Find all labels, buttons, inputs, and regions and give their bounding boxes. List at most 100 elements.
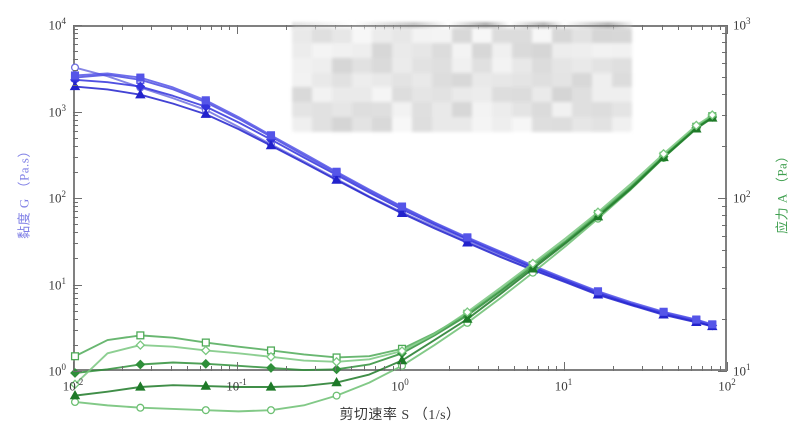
axis-tick xyxy=(73,206,78,208)
legend-mosaic-cell xyxy=(592,102,613,118)
series-stress-5 xyxy=(70,110,718,390)
axis-tick xyxy=(171,25,173,30)
axis-tick xyxy=(211,366,213,371)
axis-tick xyxy=(514,366,516,371)
axis-tick xyxy=(285,366,287,371)
axis-tick xyxy=(722,63,727,65)
axis-tick xyxy=(719,25,721,30)
legend-mosaic-cell xyxy=(532,117,553,132)
legend-mosaic-cell xyxy=(552,42,573,59)
axis-tick xyxy=(478,366,479,371)
axis-tick xyxy=(73,25,82,27)
axis-tick xyxy=(727,362,729,371)
data-point-open-square xyxy=(201,338,210,347)
legend-mosaic-cell xyxy=(552,117,573,132)
axis-tick xyxy=(661,366,663,371)
axis-tick xyxy=(384,366,386,371)
axis-tick xyxy=(73,44,78,46)
axis-tick xyxy=(722,93,727,95)
axis-tick xyxy=(718,371,727,373)
axis-tick xyxy=(73,211,78,213)
axis-tick xyxy=(211,25,213,30)
data-point-filled-triangle xyxy=(396,207,408,218)
axis-tick xyxy=(722,288,727,290)
legend-mosaic-cell xyxy=(592,87,613,103)
y-left-tick-label: 102 xyxy=(48,189,67,206)
data-point-filled-triangle xyxy=(462,237,473,247)
axis-tick xyxy=(229,366,231,371)
legend-mosaic-cell xyxy=(432,28,453,44)
axis-tick xyxy=(200,366,202,371)
data-point-filled-square xyxy=(201,96,210,105)
y-left-tick-label: 103 xyxy=(48,102,67,119)
legend-mosaic-cell xyxy=(612,117,632,132)
data-point-filled-diamond xyxy=(135,359,146,370)
data-point-filled-square xyxy=(70,71,80,80)
legend-mosaic-cell xyxy=(492,102,513,118)
data-point-open-diamond xyxy=(397,346,407,356)
axis-tick xyxy=(73,318,78,320)
y-left-tick-label: 100 xyxy=(48,362,67,379)
axis-tick xyxy=(73,115,78,117)
legend-mosaic-cell xyxy=(332,72,353,89)
legend-mosaic-cell xyxy=(392,102,413,118)
axis-tick xyxy=(73,371,82,373)
legend-mosaic-cell xyxy=(412,72,433,89)
axis-tick xyxy=(722,145,727,147)
series-canvas xyxy=(69,63,718,415)
legend-mosaic-cell xyxy=(352,117,373,132)
axis-tick xyxy=(612,366,614,371)
axis-tick xyxy=(73,329,78,331)
axis-tick xyxy=(400,362,402,371)
legend-mosaic-cell xyxy=(352,102,373,118)
legend-mosaic-cell xyxy=(332,117,353,132)
legend-mosaic-cell xyxy=(292,87,313,103)
data-point-open-diamond xyxy=(200,345,211,356)
series-line xyxy=(74,115,713,359)
axis-tick xyxy=(187,25,189,30)
data-point-open-diamond xyxy=(135,340,146,351)
legend-mosaic-cell xyxy=(472,102,493,118)
data-point-open-diamond xyxy=(527,258,538,269)
legend-mosaic-cell xyxy=(552,87,573,103)
axis-tick xyxy=(538,366,540,371)
legend-mosaic-cell xyxy=(512,28,533,44)
axis-tick xyxy=(711,366,713,371)
legend-mosaic-cell xyxy=(612,28,632,44)
data-point-open-circle xyxy=(266,406,276,415)
axis-tick xyxy=(556,366,558,371)
data-point-filled-square xyxy=(136,73,145,82)
legend-mosaic-cell xyxy=(372,87,393,103)
legend-mosaic-cell xyxy=(372,57,393,74)
legend-mosaic-cell xyxy=(312,87,333,103)
legend-mosaic-cell xyxy=(312,117,333,132)
axis-tick xyxy=(563,362,565,371)
axis-tick xyxy=(171,366,173,371)
legend-mosaic-cell xyxy=(412,102,433,118)
axis-tick xyxy=(73,33,78,35)
legend-mosaic-cell xyxy=(612,42,632,59)
data-point-open-diamond xyxy=(658,148,669,159)
legend-mosaic-cell xyxy=(472,87,493,103)
legend-mosaic-cell xyxy=(552,72,573,89)
axis-tick xyxy=(701,25,703,30)
axis-tick xyxy=(449,366,451,371)
legend-mosaic-cell xyxy=(372,117,393,132)
legend-blurred-block xyxy=(292,28,632,132)
axis-tick xyxy=(73,303,78,305)
axis-tick xyxy=(498,366,500,371)
axis-tick xyxy=(73,258,78,260)
legend-mosaic-cell xyxy=(292,57,313,74)
axis-tick xyxy=(73,243,78,245)
legend-mosaic-cell xyxy=(472,117,493,132)
axis-tick xyxy=(547,366,549,371)
axis-tick xyxy=(73,85,78,87)
legend-mosaic-cell xyxy=(512,57,533,74)
data-point-filled-square xyxy=(463,233,472,242)
data-point-filled-triangle xyxy=(265,381,277,391)
legend-mosaic-cell xyxy=(512,87,533,103)
data-point-open-circle xyxy=(136,403,145,412)
axis-tick xyxy=(363,366,365,371)
axis-tick xyxy=(73,288,78,290)
data-point-open-circle xyxy=(332,391,341,400)
